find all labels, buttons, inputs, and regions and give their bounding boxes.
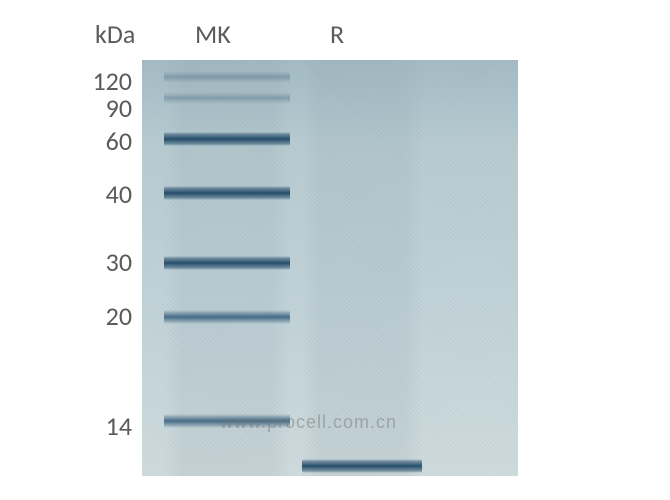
kda-label: 90 xyxy=(106,92,132,124)
sample-band xyxy=(302,459,422,473)
marker-band xyxy=(164,186,290,200)
kda-label: 60 xyxy=(106,125,132,157)
sample-lane-label: R xyxy=(330,18,344,50)
marker-band xyxy=(164,310,290,324)
unit-label: kDa xyxy=(95,18,135,50)
marker-band xyxy=(164,92,290,104)
marker-band xyxy=(164,256,290,270)
marker-band xyxy=(164,71,290,83)
marker-lane-label: MK xyxy=(195,18,231,50)
gel-image-container: kDa MK R 120906040302014 www.procell.com… xyxy=(0,0,670,500)
kda-label: 20 xyxy=(106,300,132,332)
marker-band xyxy=(164,132,290,146)
watermark-text: www.procell.com.cn xyxy=(220,412,397,433)
kda-label: 14 xyxy=(106,410,132,442)
kda-label: 40 xyxy=(106,178,132,210)
kda-label: 30 xyxy=(106,246,132,278)
